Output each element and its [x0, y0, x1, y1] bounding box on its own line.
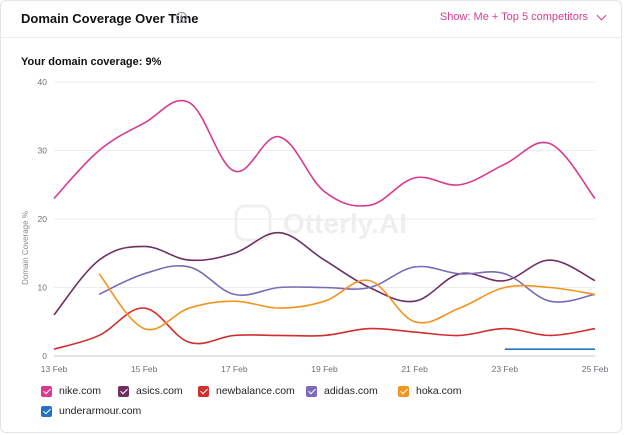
chevron-down-icon — [596, 10, 607, 20]
y-axis-label: Domain Coverage % — [21, 211, 30, 285]
series-line-asics[interactable] — [53, 231, 596, 316]
legend-label: newbalance.com — [216, 385, 295, 397]
otterly-watermark: Otterly.AI — [234, 204, 407, 242]
y-tick-label: 10 — [38, 283, 48, 293]
checkbox-checked-icon[interactable] — [118, 385, 129, 397]
checkbox-checked-icon[interactable] — [41, 405, 52, 417]
y-tick-label: 0 — [42, 351, 47, 361]
legend-item-nike[interactable]: nike.com — [41, 385, 101, 397]
x-tick-label: 25 Feb — [582, 364, 609, 374]
legend-label: underarmour.com — [59, 405, 142, 417]
x-tick-label: 17 Feb — [221, 364, 248, 374]
series-line-adidas[interactable] — [98, 264, 596, 303]
checkbox-checked-icon[interactable] — [41, 385, 52, 397]
x-tick-label: 15 Feb — [131, 364, 158, 374]
watermark-text: Otterly.AI — [283, 208, 407, 239]
series-line-hoka[interactable] — [98, 273, 596, 331]
series-line-nike[interactable] — [53, 99, 596, 207]
checkbox-checked-icon[interactable] — [306, 385, 317, 397]
legend-item-underarmour[interactable]: underarmour.com — [41, 405, 141, 417]
y-tick-label: 40 — [38, 77, 48, 87]
x-tick-label: 13 Feb — [41, 364, 68, 374]
y-tick-label: 20 — [38, 214, 48, 224]
legend-item-adidas[interactable]: adidas.com — [306, 385, 378, 397]
legend-label: nike.com — [59, 385, 102, 397]
checkbox-checked-icon[interactable] — [198, 385, 209, 397]
x-tick-label: 23 Feb — [492, 364, 519, 374]
show-competitors-dropdown[interactable]: Show: Me + Top 5 competitors — [439, 10, 607, 23]
series-line-newbalance[interactable] — [53, 307, 596, 350]
domain-coverage-value: Your domain coverage: 9% — [21, 56, 162, 68]
x-tick-label: 19 Feb — [311, 364, 338, 374]
info-icon[interactable]: i — [176, 12, 187, 23]
legend-label: asics.com — [136, 385, 183, 397]
legend-item-newbalance[interactable]: newbalance.com — [198, 385, 295, 397]
y-tick-label: 30 — [38, 146, 48, 156]
legend-item-asics[interactable]: asics.com — [118, 385, 183, 397]
show-dropdown-label: Show: Me + Top 5 competitors — [439, 11, 588, 23]
card-title: Domain Coverage Over Time — [21, 11, 199, 26]
card-header: Domain Coverage Over Time i Show: Me + T… — [1, 1, 621, 38]
legend-label: hoka.com — [416, 385, 462, 397]
coverage-line-chart: Otterly.AI 0 10 20 30 40 13 Feb 15 Feb 17 Feb 1… — [21, 77, 609, 374]
x-tick-label: 21 Feb — [401, 364, 428, 374]
legend-item-hoka[interactable]: hoka.com — [398, 385, 462, 397]
checkbox-checked-icon[interactable] — [398, 385, 409, 397]
legend-label: adidas.com — [324, 385, 378, 397]
